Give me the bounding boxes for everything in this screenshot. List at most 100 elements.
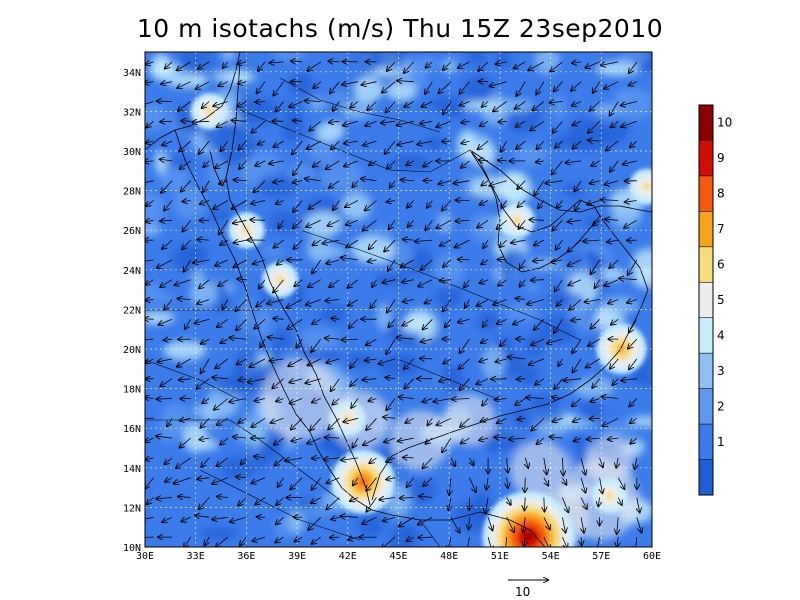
wind-vector [406, 161, 414, 165]
colorbar-segment [699, 388, 713, 425]
wind-vector [554, 378, 563, 389]
wind-vector [165, 61, 173, 69]
wind-vector [550, 61, 563, 72]
wind-vector [312, 399, 321, 403]
wind-vector [160, 378, 173, 387]
wind-vector [366, 497, 377, 512]
wind-vector [604, 279, 619, 286]
isotach-blob [612, 87, 652, 121]
wind-vector [436, 219, 452, 228]
wind-vector [255, 102, 266, 103]
wind-vector [496, 62, 507, 64]
wind-vector [294, 537, 303, 541]
wind-vector [399, 516, 414, 526]
wind-vector [328, 418, 340, 429]
wind-vector [307, 140, 321, 149]
wind-vector [627, 300, 637, 303]
wind-vector [389, 220, 396, 229]
isotach-blob [467, 52, 486, 65]
wind-vector [326, 260, 340, 264]
wind-vector [586, 358, 600, 368]
wind-vector [372, 279, 376, 287]
wind-vector [352, 180, 359, 188]
wind-vector [387, 61, 396, 71]
wind-vector [145, 220, 154, 221]
isotach-blob [319, 305, 348, 323]
wind-vector [361, 179, 377, 181]
wind-vector [443, 61, 452, 70]
wind-vector [580, 477, 585, 493]
wind-vector [501, 200, 507, 209]
wind-vector [199, 279, 210, 289]
wind-vector [436, 417, 452, 425]
wind-vector [197, 478, 210, 479]
wind-vector [229, 338, 247, 340]
wind-vector [439, 379, 451, 382]
wind-vector [308, 517, 322, 530]
wind-vector [600, 477, 603, 494]
wind-vector [520, 259, 526, 269]
wind-vector [237, 62, 247, 64]
isotach-blob [173, 186, 207, 220]
isotach-blob [209, 416, 223, 433]
wind-vector [558, 358, 562, 366]
wind-vector [557, 200, 563, 209]
wind-vector [217, 497, 228, 498]
x-tick-label: 30E [136, 551, 154, 562]
wind-vector [402, 280, 414, 283]
wind-vector [342, 339, 358, 340]
wind-vector [277, 260, 284, 265]
wind-vector [366, 418, 377, 430]
wind-vector [533, 260, 544, 261]
wind-vector [591, 160, 600, 166]
x-tick-label: 39E [288, 551, 306, 562]
wind-vector [621, 120, 637, 127]
wind-vector [451, 457, 455, 466]
oman-coast [371, 215, 649, 501]
wind-vector [629, 358, 638, 369]
wind-vector [362, 219, 377, 230]
wind-vector [275, 457, 284, 466]
wind-vector [461, 121, 470, 122]
wind-vector [271, 417, 284, 423]
wind-vector [220, 140, 229, 151]
wind-vector [480, 120, 489, 126]
wind-vector [517, 379, 526, 380]
colorbar-segment [699, 140, 713, 176]
wind-vector [386, 338, 396, 354]
wind-vector [500, 338, 507, 346]
wind-vector [498, 160, 507, 161]
wind-vector [215, 259, 228, 266]
wind-vector [621, 101, 637, 106]
wind-vector [145, 319, 154, 320]
wind-vector [419, 496, 433, 497]
wind-vector [255, 497, 266, 505]
wind-vector [273, 279, 284, 293]
wind-vector [609, 259, 619, 268]
isotach-ring [605, 491, 614, 500]
isotach-blob [235, 420, 264, 444]
isotach-ring [512, 216, 521, 225]
isotach-blob [271, 52, 307, 61]
wind-vector [326, 497, 340, 510]
wind-vector [366, 477, 377, 491]
wind-vector [234, 180, 247, 181]
wind-vector [629, 319, 638, 332]
wind-vector [145, 438, 154, 442]
wind-vector [305, 101, 321, 102]
wind-vector [527, 299, 544, 305]
wind-vector [342, 82, 359, 85]
x-tick-label: 48E [440, 551, 458, 562]
wind-vector [423, 477, 433, 486]
wind-vector [552, 220, 563, 230]
wind-vector [326, 160, 340, 169]
wind-vector [477, 219, 489, 227]
wind-vector [538, 200, 545, 209]
reference-vector: 10 [508, 580, 548, 599]
wind-vector [220, 437, 229, 445]
wind-vector [557, 299, 563, 307]
wind-vector [505, 537, 506, 547]
wind-vector [625, 201, 637, 203]
wind-vector [552, 397, 563, 398]
wind-vector [501, 140, 508, 152]
